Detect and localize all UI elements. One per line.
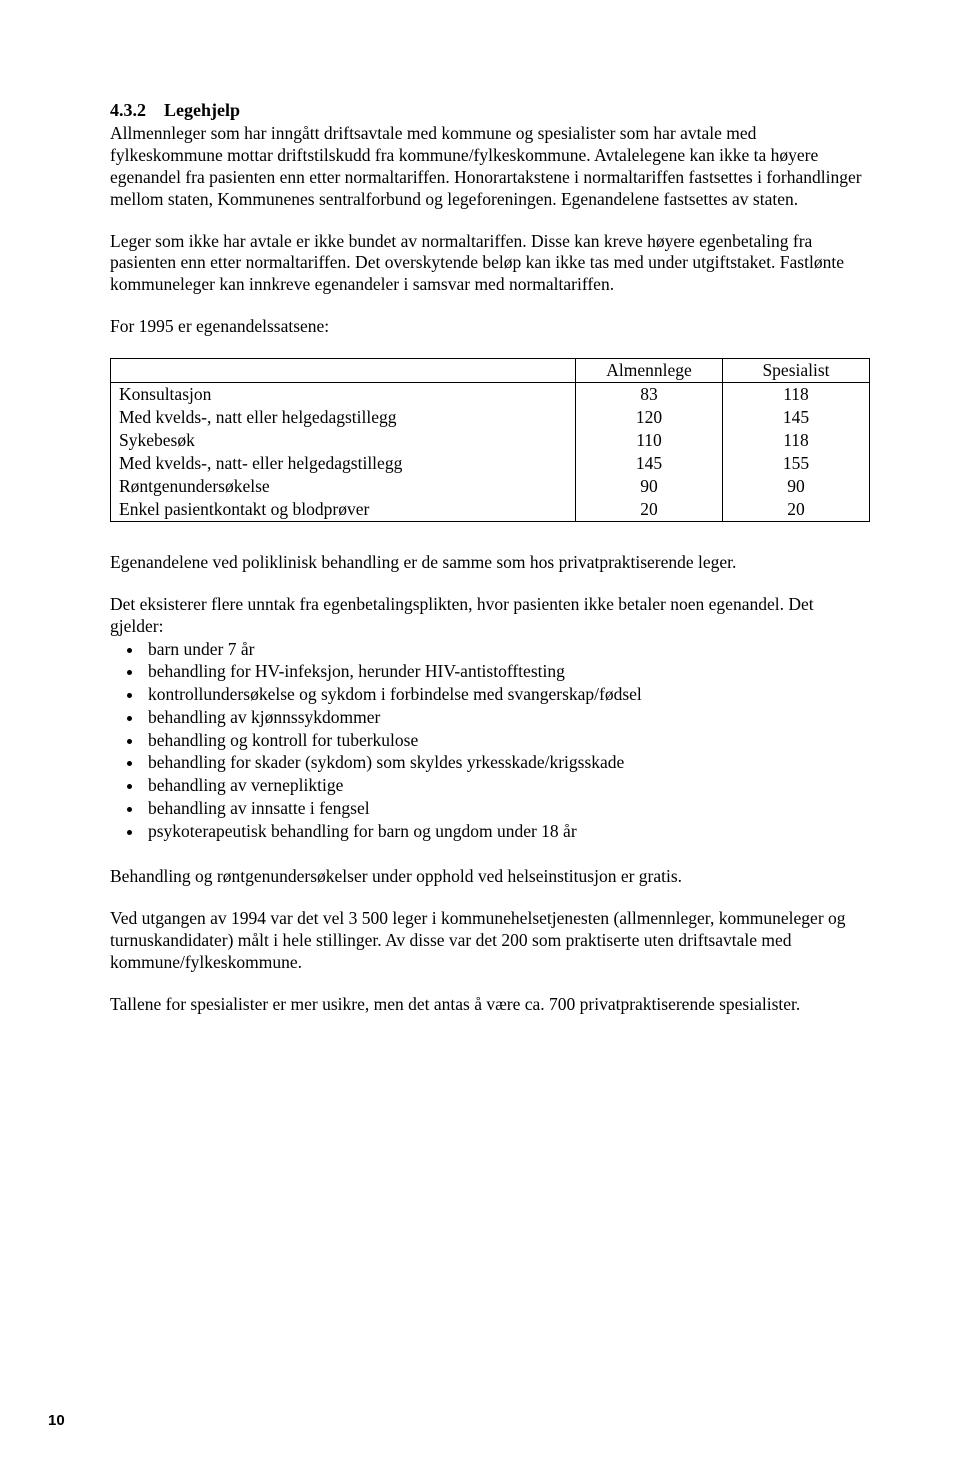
section-title: Legehjelp xyxy=(164,100,240,120)
list-item: behandling av innsatte i fengsel xyxy=(144,797,870,820)
list-item: behandling av vernepliktige xyxy=(144,774,870,797)
list-item: behandling og kontroll for tuberkulose xyxy=(144,729,870,752)
table-cell-desc: Røntgenundersøkelse xyxy=(111,475,576,498)
paragraph-2: Leger som ikke har avtale er ikke bundet… xyxy=(110,231,870,297)
document-page: 4.3.2 Legehjelp Allmennleger som har inng… xyxy=(0,0,960,1465)
table-cell-num: 145 xyxy=(576,452,723,475)
table-row: Sykebesøk 110 118 xyxy=(111,429,870,452)
rates-table: Almennlege Spesialist Konsultasjon 83 11… xyxy=(110,358,870,522)
table-header-row: Almennlege Spesialist xyxy=(111,359,870,383)
table-cell-num: 20 xyxy=(723,498,870,522)
table-cell-num: 118 xyxy=(723,429,870,452)
table-cell-num: 145 xyxy=(723,406,870,429)
table-row: Med kvelds-, natt- eller helgedagstilleg… xyxy=(111,452,870,475)
paragraph-6: Behandling og røntgenundersøkelser under… xyxy=(110,866,870,888)
list-item: behandling av kjønnssykdommer xyxy=(144,706,870,729)
paragraph-7: Ved utgangen av 1994 var det vel 3 500 l… xyxy=(110,908,870,974)
table-row: Røntgenundersøkelse 90 90 xyxy=(111,475,870,498)
paragraph-8: Tallene for spesialister er mer usikre, … xyxy=(110,994,870,1016)
list-item: psykoterapeutisk behandling for barn og … xyxy=(144,820,870,843)
table-header-col1: Almennlege xyxy=(576,359,723,383)
table-cell-num: 155 xyxy=(723,452,870,475)
list-item: kontrollundersøkelse og sykdom i forbind… xyxy=(144,683,870,706)
page-number: 10 xyxy=(48,1412,65,1429)
paragraph-3: For 1995 er egenandelssatsene: xyxy=(110,316,870,338)
list-item: barn under 7 år xyxy=(144,638,870,661)
table-cell-desc: Med kvelds-, natt eller helgedagstillegg xyxy=(111,406,576,429)
section-number: 4.3.2 xyxy=(110,100,146,121)
table-header-col2: Spesialist xyxy=(723,359,870,383)
list-item: behandling for HV-infeksjon, herunder HI… xyxy=(144,660,870,683)
paragraph-5: Det eksisterer flere unntak fra egenbeta… xyxy=(110,594,870,638)
table-cell-num: 20 xyxy=(576,498,723,522)
paragraph-1: Allmennleger som har inngått driftsavtal… xyxy=(110,123,870,211)
list-item: behandling for skader (sykdom) som skyld… xyxy=(144,751,870,774)
table-row: Konsultasjon 83 118 xyxy=(111,383,870,407)
table-row: Enkel pasientkontakt og blodprøver 20 20 xyxy=(111,498,870,522)
table-row: Med kvelds-, natt eller helgedagstillegg… xyxy=(111,406,870,429)
table-cell-desc: Enkel pasientkontakt og blodprøver xyxy=(111,498,576,522)
exemption-list: barn under 7 år behandling for HV-infeks… xyxy=(110,638,870,843)
table-cell-num: 90 xyxy=(576,475,723,498)
paragraph-4: Egenandelene ved poliklinisk behandling … xyxy=(110,552,870,574)
table-cell-num: 120 xyxy=(576,406,723,429)
table-cell-num: 118 xyxy=(723,383,870,407)
section-heading: 4.3.2 Legehjelp xyxy=(110,100,870,121)
table-cell-desc: Konsultasjon xyxy=(111,383,576,407)
table-cell-desc: Med kvelds-, natt- eller helgedagstilleg… xyxy=(111,452,576,475)
table-header-empty xyxy=(111,359,576,383)
table-cell-num: 110 xyxy=(576,429,723,452)
table-cell-desc: Sykebesøk xyxy=(111,429,576,452)
table-cell-num: 83 xyxy=(576,383,723,407)
table-cell-num: 90 xyxy=(723,475,870,498)
